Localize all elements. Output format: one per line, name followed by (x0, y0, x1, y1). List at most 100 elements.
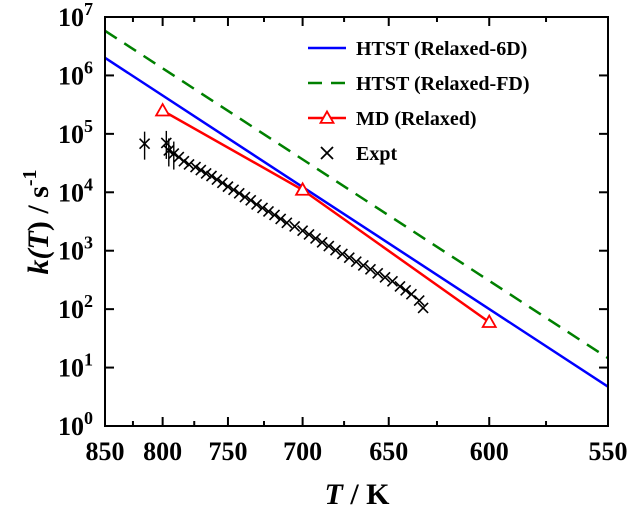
expt-cross-marker (400, 284, 412, 296)
x-tick-label: 850 (86, 437, 125, 466)
expt-cross-marker (168, 141, 180, 170)
x-tick-label: 600 (470, 437, 509, 466)
y-tick-exponent: 1 (84, 350, 93, 370)
expt-cross-marker (379, 271, 391, 283)
expt-cross-marker (275, 213, 287, 225)
y-axis-label: k(T) / s-1 (19, 170, 55, 275)
expt-cross-marker (205, 170, 218, 182)
expt-cross-marker (417, 302, 429, 314)
expt-cross-stroke (336, 248, 348, 260)
expt-cross-stroke (189, 161, 202, 173)
expt-cross-stroke (343, 252, 355, 264)
y-tick-base: 10 (58, 178, 84, 207)
plot-frame (104, 16, 609, 427)
expt-cross-marker (160, 130, 172, 159)
expt-cross-stroke (183, 158, 195, 170)
expt-cross-stroke (239, 191, 251, 203)
expt-cross-stroke (386, 275, 399, 287)
y-tick-label: 101 (58, 350, 93, 383)
expt-cross-marker (268, 209, 281, 221)
legend-swatch-triangle (318, 109, 336, 124)
md-triangle-marker (154, 102, 171, 117)
expt-cross-stroke (413, 295, 425, 307)
y-tick-base: 10 (58, 120, 84, 149)
x-tick-label: 800 (143, 437, 182, 466)
expt-cross-stroke (329, 244, 342, 256)
y-tick-base: 10 (58, 354, 84, 383)
y-tick-exponent: 2 (84, 291, 93, 311)
expt-cross-marker (357, 259, 369, 271)
expt-cross-marker (316, 236, 328, 248)
expt-cross-stroke (357, 259, 369, 271)
expt-cross-stroke (245, 194, 257, 206)
expt-cross-marker (323, 240, 335, 252)
legend-swatch-cross (320, 146, 334, 160)
legend: HTST (Relaxed-6D) HTST (Relaxed-FD) MD (Re… (308, 38, 530, 165)
expt-cross-stroke (394, 280, 406, 292)
expt-cross-stroke (233, 187, 245, 199)
expt-cross-stroke (211, 174, 223, 186)
expt-cross-marker (289, 220, 301, 233)
expt-cross-stroke (216, 177, 228, 189)
y-tick-label: 107 (58, 0, 93, 32)
legend-label: HTST (Relaxed-6D) (356, 38, 527, 60)
y-tick-exponent: 4 (84, 174, 93, 194)
expt-cross-marker (245, 194, 257, 206)
expt-cross-marker (163, 138, 175, 167)
expt-cross-stroke (323, 240, 335, 252)
expt-cross-marker (413, 295, 425, 307)
expt-cross-marker (239, 191, 251, 203)
expt-cross-marker (343, 252, 355, 264)
y-tick-exponent: 5 (84, 116, 93, 136)
expt-cross-stroke (364, 263, 377, 275)
expt-cross-marker (309, 232, 322, 245)
expt-cross-marker (227, 184, 240, 196)
expt-cross-stroke (281, 217, 293, 229)
expt-cross-marker (281, 217, 293, 229)
y-tick-base: 10 (58, 237, 84, 266)
expt-cross-marker (364, 263, 377, 275)
x-tick-label: 700 (283, 437, 322, 466)
expt-cross-stroke (316, 236, 328, 248)
expt-cross-stroke (227, 184, 240, 196)
expt-cross-marker (394, 280, 406, 292)
y-tick-label: 100 (58, 408, 93, 441)
expt-cross-marker (211, 174, 223, 186)
expt-cross-stroke (251, 198, 263, 210)
y-tick-label: 102 (58, 291, 93, 324)
expt-cross-marker (233, 187, 245, 199)
series-line-1 (104, 29, 609, 360)
y-tick-base: 10 (58, 295, 84, 324)
expt-cross-marker (178, 155, 190, 167)
y-tick-exponent: 7 (84, 0, 93, 19)
expt-cross-stroke (205, 170, 218, 182)
expt-cross-stroke (289, 220, 301, 233)
legend-label: Expt (356, 143, 397, 165)
expt-cross-stroke (268, 209, 281, 221)
expt-cross-marker (262, 205, 275, 218)
md-triangle-marker (294, 181, 311, 196)
expt-cross-marker (189, 161, 202, 173)
expt-cross-marker (216, 177, 228, 189)
expt-cross-marker (329, 244, 342, 256)
expt-cross-stroke (350, 256, 362, 268)
expt-cross-stroke (222, 181, 234, 193)
y-tick-label: 106 (58, 57, 93, 90)
y-tick-base: 10 (58, 3, 84, 32)
y-tick-label: 103 (58, 233, 93, 266)
expt-cross-marker (256, 202, 269, 214)
expt-cross-marker (183, 158, 195, 170)
expt-cross-marker (386, 275, 399, 287)
expt-cross-stroke (297, 225, 309, 237)
expt-cross-stroke (405, 288, 417, 300)
legend-label: HTST (Relaxed-FD) (356, 73, 530, 95)
legend-label: MD (Relaxed) (356, 108, 477, 130)
expt-cross-stroke (303, 228, 315, 240)
y-tick-base: 10 (58, 412, 84, 441)
expt-cross-stroke (178, 155, 190, 167)
expt-cross-stroke (262, 205, 275, 218)
y-tick-label: 105 (58, 116, 93, 149)
expt-cross-stroke (309, 232, 322, 245)
y-tick-base: 10 (58, 61, 84, 90)
